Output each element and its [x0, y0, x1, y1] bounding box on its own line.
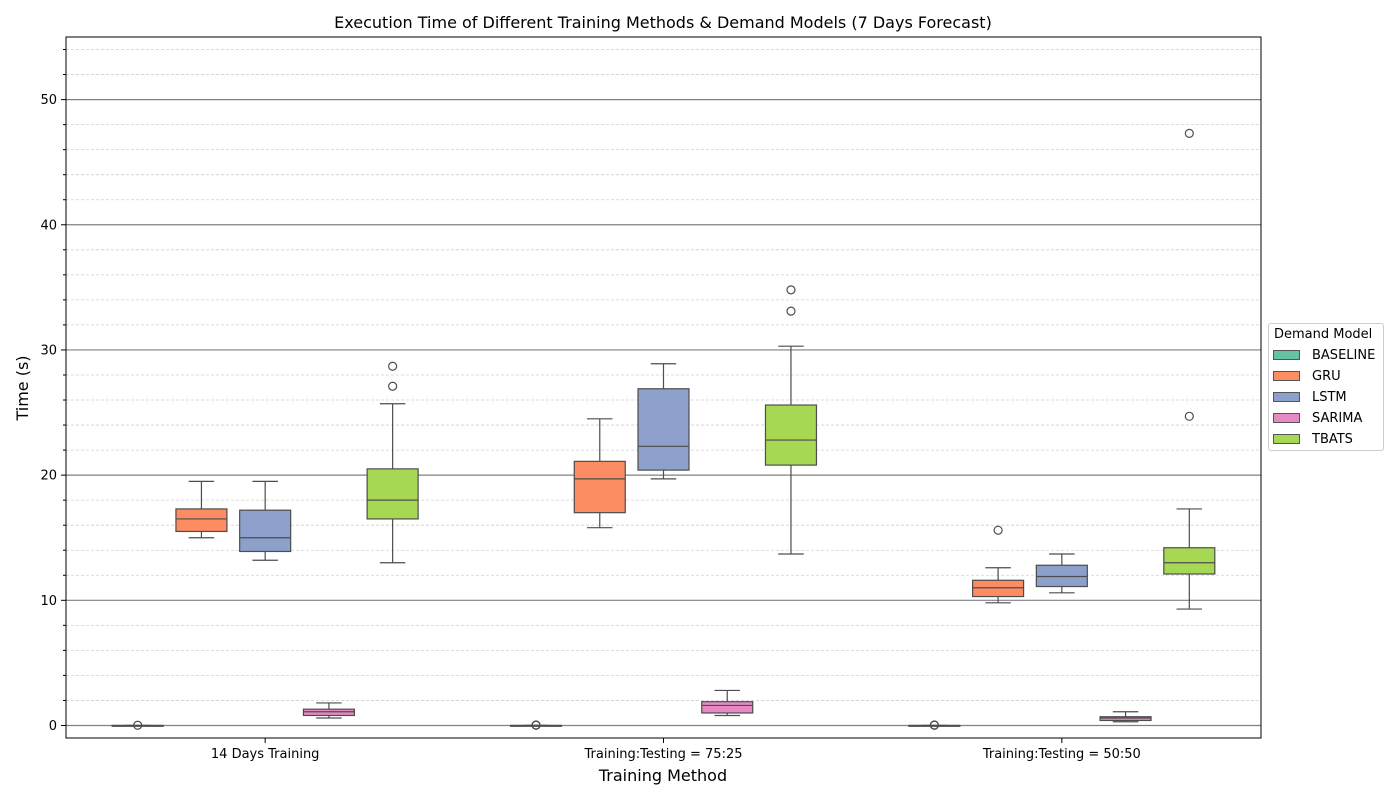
box-iqr	[764, 404, 818, 466]
box-sarima-0	[302, 702, 355, 719]
box-baseline-0	[111, 720, 164, 730]
box-iqr	[701, 701, 754, 714]
outlier-point	[531, 720, 541, 730]
legend: Demand Model BASELINE GRU LSTM SARIMA TB…	[1268, 323, 1384, 451]
outlier-point	[786, 285, 796, 295]
y-tick-label: 10	[40, 594, 57, 609]
box-iqr	[1035, 564, 1088, 588]
box-iqr	[972, 579, 1025, 598]
box-layer	[111, 128, 1216, 730]
outlier-point	[388, 361, 398, 371]
box-lstm-0	[239, 480, 292, 561]
outlier-point	[993, 525, 1003, 535]
y-tick-label: 50	[40, 93, 57, 108]
legend-swatch-sarima	[1273, 413, 1300, 423]
x-tick-label: Training:Testing = 50:50	[982, 747, 1141, 762]
legend-swatch-gru	[1273, 371, 1300, 381]
box-tbats-1	[764, 285, 818, 555]
box-baseline-2	[908, 720, 961, 730]
box-lstm-1	[637, 363, 690, 480]
outlier-point	[786, 306, 796, 316]
tick-layer: 0 10 20 30 40 50 14 Days Training Training:Test…	[40, 49, 1141, 762]
outlier-point	[1184, 411, 1194, 421]
box-tbats-0	[366, 361, 419, 564]
legend-label-tbats: TBATS	[1312, 431, 1353, 447]
outlier-point	[388, 381, 398, 391]
x-axis-label: Training Method	[598, 766, 727, 785]
legend-label-lstm: LSTM	[1312, 389, 1347, 405]
box-iqr	[1099, 716, 1152, 722]
legend-item-sarima: SARIMA	[1273, 410, 1362, 426]
legend-label-baseline: BASELINE	[1312, 347, 1376, 363]
outlier-point	[1184, 128, 1194, 138]
legend-item-baseline: BASELINE	[1273, 347, 1375, 363]
box-sarima-1	[701, 689, 754, 717]
y-tick-label: 0	[49, 719, 57, 734]
legend-item-tbats: TBATS	[1273, 431, 1353, 447]
legend-item-gru: GRU	[1273, 368, 1341, 384]
legend-label-gru: GRU	[1312, 368, 1341, 384]
box-iqr	[239, 509, 292, 553]
box-tbats-2	[1163, 128, 1216, 610]
outlier-point	[929, 720, 939, 730]
y-axis-label: Time (s)	[13, 355, 32, 421]
box-iqr	[366, 468, 419, 520]
y-tick-label: 30	[40, 343, 57, 358]
box-gru-0	[175, 480, 228, 539]
box-iqr	[637, 388, 690, 471]
grid-layer	[66, 49, 1261, 727]
x-tick-label: Training:Testing = 75:25	[584, 747, 743, 762]
box-gru-2	[972, 525, 1025, 604]
box-iqr	[1163, 547, 1216, 575]
legend-item-lstm: LSTM	[1273, 389, 1347, 405]
chart-title: Execution Time of Different Training Met…	[334, 13, 992, 32]
box-iqr	[573, 460, 626, 514]
box-baseline-1	[509, 720, 563, 730]
legend-swatch-tbats	[1273, 434, 1300, 444]
x-tick-label: 14 Days Training	[211, 747, 320, 762]
box-sarima-2	[1099, 711, 1152, 723]
legend-label-sarima: SARIMA	[1312, 410, 1363, 426]
box-lstm-2	[1035, 553, 1088, 594]
y-tick-label: 20	[40, 469, 57, 484]
legend-title: Demand Model	[1274, 327, 1373, 342]
box-iqr	[302, 708, 355, 717]
outlier-point	[133, 720, 143, 730]
legend-swatch-lstm	[1273, 392, 1300, 402]
box-iqr	[175, 508, 228, 533]
box-gru-1	[573, 418, 626, 529]
y-tick-label: 40	[40, 218, 57, 233]
legend-swatch-baseline	[1273, 350, 1300, 360]
